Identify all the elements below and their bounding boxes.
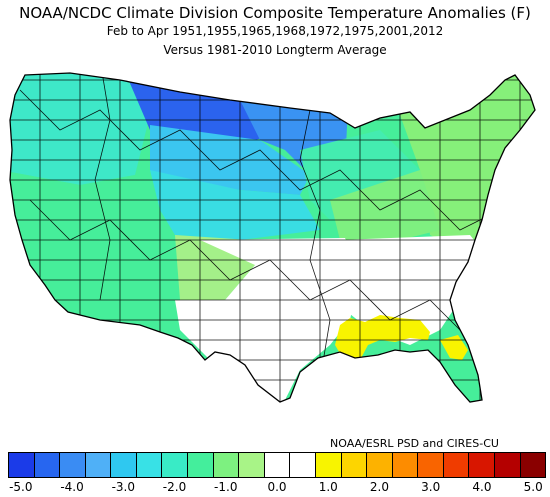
color-scale-swatch	[9, 453, 35, 477]
color-scale-swatch	[418, 453, 444, 477]
color-scale-swatch	[85, 453, 112, 477]
color-scale-swatch	[111, 453, 137, 477]
color-scale-swatch	[469, 453, 495, 477]
color-scale-swatch	[341, 453, 368, 477]
color-scale-swatch	[162, 453, 189, 477]
color-scale-swatch	[239, 453, 265, 477]
color-scale-tick-label: 4.0	[472, 480, 492, 494]
color-scale-tick-label: 5.0	[523, 480, 543, 494]
color-scale-swatch	[367, 453, 393, 477]
color-scale-tick-label: 1.0	[318, 480, 338, 494]
color-scale-tick-label: -3.0	[111, 480, 135, 494]
color-scale-swatch	[188, 453, 214, 477]
color-scale-swatch	[494, 453, 521, 477]
color-scale-swatch	[213, 453, 240, 477]
map-subtitle: Feb to Apr 1951,1955,1965,1968,1972,1975…	[106, 24, 444, 38]
color-scale-tick-label: -2.0	[162, 480, 187, 494]
map-title: NOAA/NCDC Climate Division Composite Tem…	[19, 4, 531, 22]
color-scale-bar	[8, 452, 546, 478]
comparison-note: Versus 1981-2010 Longterm Average	[163, 43, 387, 57]
color-scale-tick-label: 2.0	[369, 480, 390, 494]
color-scale-swatch	[520, 453, 546, 477]
color-scale-tick-label: -4.0	[60, 480, 84, 494]
color-scale-tick-label: 0.0	[267, 480, 287, 494]
region-ohio-valley	[330, 170, 440, 240]
color-scale-tick-label: 3.0	[421, 480, 441, 494]
color-scale-swatch	[34, 453, 61, 477]
region-florida	[440, 335, 468, 360]
region-gulf-coast	[335, 315, 430, 362]
color-scale-swatch	[264, 453, 291, 477]
color-scale-tick-label: -5.0	[9, 480, 33, 494]
color-scale-swatch	[392, 453, 419, 477]
color-scale-ticks: -5.0 -4.0 -3.0 -2.0 -1.0 0.0 1.0 2.0 3.0 4.0 5.0	[0, 480, 550, 496]
credit-text: NOAA/ESRL PSD and CIRES-CU	[330, 437, 499, 450]
color-scale-swatch	[290, 453, 316, 477]
color-scale-tick-label: -1.0	[214, 480, 238, 494]
color-scale-swatch	[315, 453, 342, 477]
region-central-plains	[150, 170, 320, 240]
color-scale-swatch	[443, 453, 470, 477]
color-scale-swatch	[60, 453, 86, 477]
color-scale-swatch	[136, 453, 163, 477]
us-climate-division-map	[9, 72, 536, 403]
